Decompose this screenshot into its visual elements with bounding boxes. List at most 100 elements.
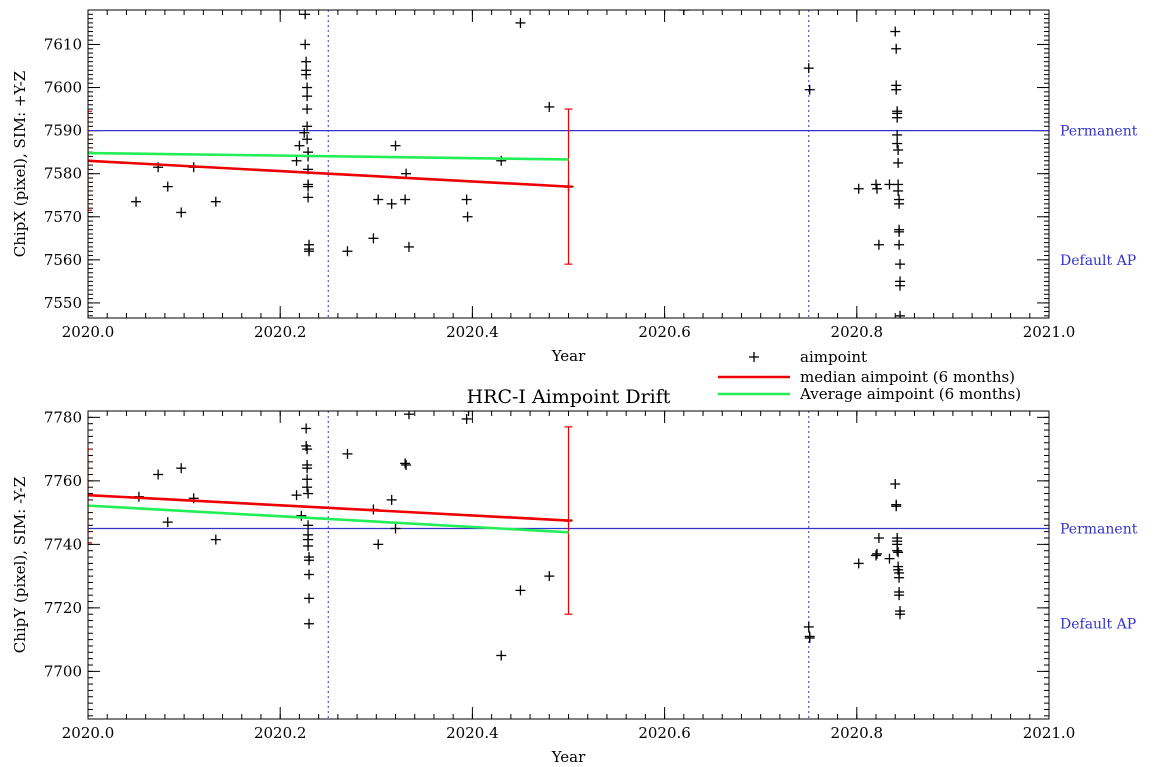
y-tick-label: 7600 [44,79,82,97]
x-tick-label: 2021.0 [1023,724,1076,742]
aimpoint-marker [303,192,314,203]
aimpoint-marker [304,593,315,604]
y-tick-label: 7760 [44,472,82,490]
y-tick-label: 7780 [44,408,82,426]
aimpoint-marker [302,482,313,493]
aimpoint-marker [386,494,397,505]
chipx-data-marks [88,10,906,318]
legend-label-aimpoint: aimpoint [800,348,867,366]
aimpoint-marker [299,127,310,138]
aimpoint-marker [373,539,384,550]
chipy-plot-frame [87,410,1050,720]
aimpoint-marker [873,239,884,250]
chipx-x-axis-label: Year [551,347,586,365]
permanent-label: Permanent [1060,124,1138,140]
aimpoint-marker [853,558,864,569]
aimpoint-marker [893,145,904,155]
x-tick-label: 2020.2 [254,323,307,341]
aimpoint-marker [462,211,473,222]
aimpoint-marker [162,517,173,528]
legend-plus-marker [749,352,759,362]
aimpoint-marker [544,101,555,112]
chipy-panel: HRC-I Aimpoint Drift 7700 7720 7740 7760 7780… [11,386,1138,766]
aimpoint-marker [294,140,305,151]
aimpoint-marker [893,185,904,196]
x-tick-label: 2020.8 [831,724,884,742]
permanent-label: Permanent [1060,521,1138,537]
default-ap-label: Default AP [1060,253,1136,269]
legend-entry-aimpoint: aimpoint [749,348,867,366]
legend: aimpoint median aimpoint (6 months) Aver… [718,348,1021,403]
aimpoint-marker [302,82,313,93]
aimpoint-marker [400,458,411,469]
legend-label-median: median aimpoint (6 months) [800,368,1015,386]
x-tick-label: 2020.6 [638,724,691,742]
y-tick-label: 7580 [44,165,82,183]
legend-label-average: Average aimpoint (6 months) [799,385,1021,403]
aimpoint-marker [873,533,884,544]
aimpoint-marker [302,104,313,115]
y-tick-label: 7560 [44,251,82,269]
legend-entry-median: median aimpoint (6 months) [718,368,1015,386]
aimpoint-marker [895,280,906,291]
aimpoint-marker [304,569,315,580]
aimpoint-marker [895,609,906,620]
aimpoint-marker [296,510,307,521]
default-ap-label: Default AP [1060,617,1136,633]
aimpoint-marker [301,69,312,80]
aimpoint-marker [804,633,815,644]
aimpoint-marker [544,571,555,582]
y-tick-label: 7570 [44,208,82,226]
aimpoint-marker [891,84,902,95]
aimpoint-marker [304,555,315,566]
aimpoint-marker [303,520,314,531]
aimpoint-marker [893,157,904,168]
aimpoint-marker [302,463,313,474]
x-tick-label: 2020.0 [62,323,115,341]
aimpoint-marker [892,545,903,556]
aimpoint-marker [871,550,882,561]
average-line [88,504,569,534]
chipy-y-axis-label: ChipY (pixel), SIM: -Y-Z [11,477,29,654]
aimpoint-marker [893,547,904,558]
aimpoint-marker [302,134,313,145]
aimpoint-marker [386,198,397,209]
aimpoint-marker [894,572,905,583]
x-tick-label: 2020.6 [638,323,691,341]
chipx-panel: 7550 7560 7570 7580 7590 7600 7610 2020.0 2020.2… [11,9,1138,365]
x-tick-label: 2020.4 [446,323,499,341]
aimpoint-marker [853,183,864,194]
aimpoint-marker [892,129,903,140]
aimpoint-marker [368,233,379,244]
aimpoint-marker [300,10,311,20]
aimpoint-marker [153,469,164,480]
aimpoint-marker [303,540,314,551]
aimpoint-marker [291,490,302,501]
legend-plus-glyph [749,352,759,362]
x-tick-label: 2020.2 [254,724,307,742]
aimpoint-marker [176,207,187,218]
aimpoint-marker [303,488,314,499]
aimpoint-marker [373,194,384,205]
legend-entry-average: Average aimpoint (6 months) [718,385,1021,403]
aimpoint-marker [895,259,906,270]
y-tick-label: 7610 [44,35,82,53]
aimpoint-marker [461,194,472,205]
aimpoint-marker [176,463,187,474]
x-tick-label: 2020.0 [62,724,115,742]
aimpoint-marker [461,413,472,424]
aimpoint-marker [804,84,815,95]
x-tick-label: 2021.0 [1023,323,1076,341]
aimpoint-marker [894,239,905,250]
aimpoint-marker [301,56,312,67]
aimpoint-marker [891,501,902,512]
aimpoint-marker [302,444,313,455]
aimpoint-marker [302,121,313,132]
chipx-y-axis-label: ChipX (pixel), SIM: +Y-Z [11,71,29,257]
aimpoint-marker [892,138,903,149]
aimpoint-marker [390,140,401,151]
aimpoint-marker [515,17,526,28]
aimpoint-marker [390,523,401,534]
aimpoint-marker [342,246,353,257]
